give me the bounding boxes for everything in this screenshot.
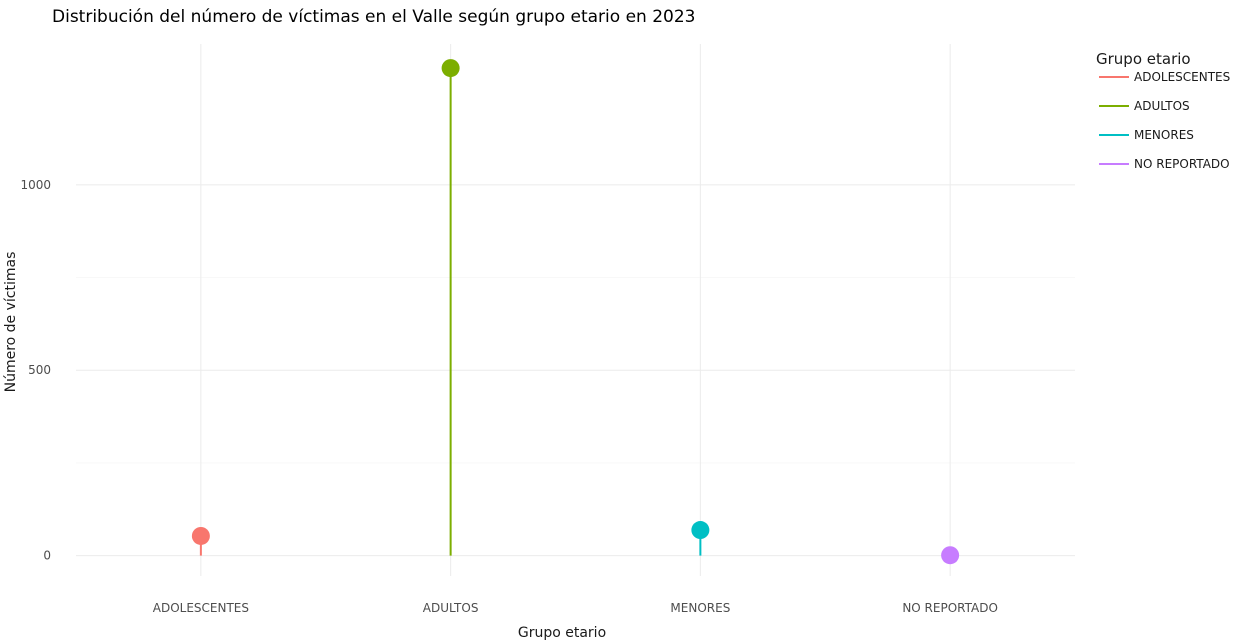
x-tick-label: NO REPORTADO: [902, 601, 998, 615]
y-axis-ticks: 0 500 1000: [20, 178, 51, 563]
chart-title: Distribución del número de víctimas en e…: [52, 7, 695, 27]
y-tick-label: 1000: [20, 178, 51, 192]
grid: [76, 44, 1075, 576]
legend: Grupo etario ADOLESCENTES ADULTOS MENORES N…: [1096, 50, 1230, 171]
y-tick-label: 0: [43, 549, 51, 563]
y-axis-title: Número de víctimas: [3, 252, 19, 393]
legend-label: MENORES: [1134, 128, 1194, 142]
y-tick-label: 500: [28, 363, 51, 377]
x-tick-label: ADULTOS: [423, 601, 479, 615]
legend-label: NO REPORTADO: [1134, 157, 1230, 171]
x-axis-ticks: ADOLESCENTES ADULTOS MENORES NO REPORTADO: [153, 601, 998, 615]
data-marks: [191, 59, 960, 565]
legend-label: ADOLESCENTES: [1134, 70, 1230, 84]
lollipop-point: [691, 521, 710, 540]
legend-label: ADULTOS: [1134, 99, 1190, 113]
lollipop-point: [441, 59, 460, 78]
legend-title: Grupo etario: [1096, 50, 1191, 68]
lollipop-point: [191, 526, 210, 545]
x-tick-label: MENORES: [670, 601, 730, 615]
x-axis-title: Grupo etario: [518, 625, 606, 640]
lollipop-point: [941, 546, 960, 565]
x-tick-label: ADOLESCENTES: [153, 601, 249, 615]
